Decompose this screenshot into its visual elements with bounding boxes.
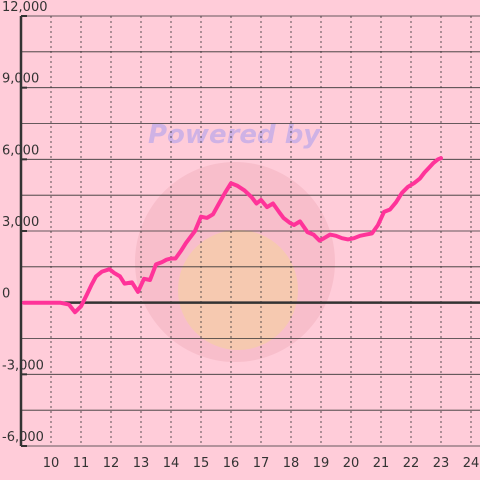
grid bbox=[21, 15, 480, 447]
watermark-text: Powered by bbox=[148, 120, 321, 150]
series-line bbox=[22, 156, 443, 315]
x-tick-labels: 10 11 12 13 14 15 16 17 18 19 20 21 22 23 24 bbox=[43, 456, 480, 471]
y-tick-labels: 12,000 9,000 6,000 3,000 0 -3,000 -6,000 bbox=[2, 0, 48, 447]
x-tick-label: 22 bbox=[403, 456, 420, 471]
x-tick-label: 20 bbox=[343, 456, 360, 471]
x-tick-label: 12 bbox=[103, 456, 120, 471]
x-tick-label: 17 bbox=[253, 456, 270, 471]
watermark: Powered by bbox=[135, 120, 335, 362]
y-tick-label: -3,000 bbox=[2, 358, 44, 373]
y-tick-label: 9,000 bbox=[2, 72, 39, 87]
x-tick-label: 14 bbox=[163, 456, 180, 471]
x-tick-label: 16 bbox=[223, 456, 240, 471]
x-tick-label: 15 bbox=[193, 456, 210, 471]
x-tick-label: 18 bbox=[283, 456, 300, 471]
y-tick-label: 12,000 bbox=[2, 0, 48, 15]
y-tick-label: 3,000 bbox=[2, 215, 39, 230]
x-tick-label: 19 bbox=[313, 456, 330, 471]
x-tick-label: 10 bbox=[43, 456, 60, 471]
x-tick-label: 11 bbox=[73, 456, 90, 471]
x-tick-label: 21 bbox=[373, 456, 390, 471]
x-tick-label: 23 bbox=[433, 456, 450, 471]
x-tick-label: 13 bbox=[133, 456, 150, 471]
y-tick-label: 0 bbox=[2, 287, 10, 302]
y-tick-label: 6,000 bbox=[2, 143, 39, 158]
x-tick-label: 24 bbox=[463, 456, 480, 471]
y-tick-label: -6,000 bbox=[2, 430, 44, 445]
watermark-art-inner bbox=[178, 230, 298, 350]
